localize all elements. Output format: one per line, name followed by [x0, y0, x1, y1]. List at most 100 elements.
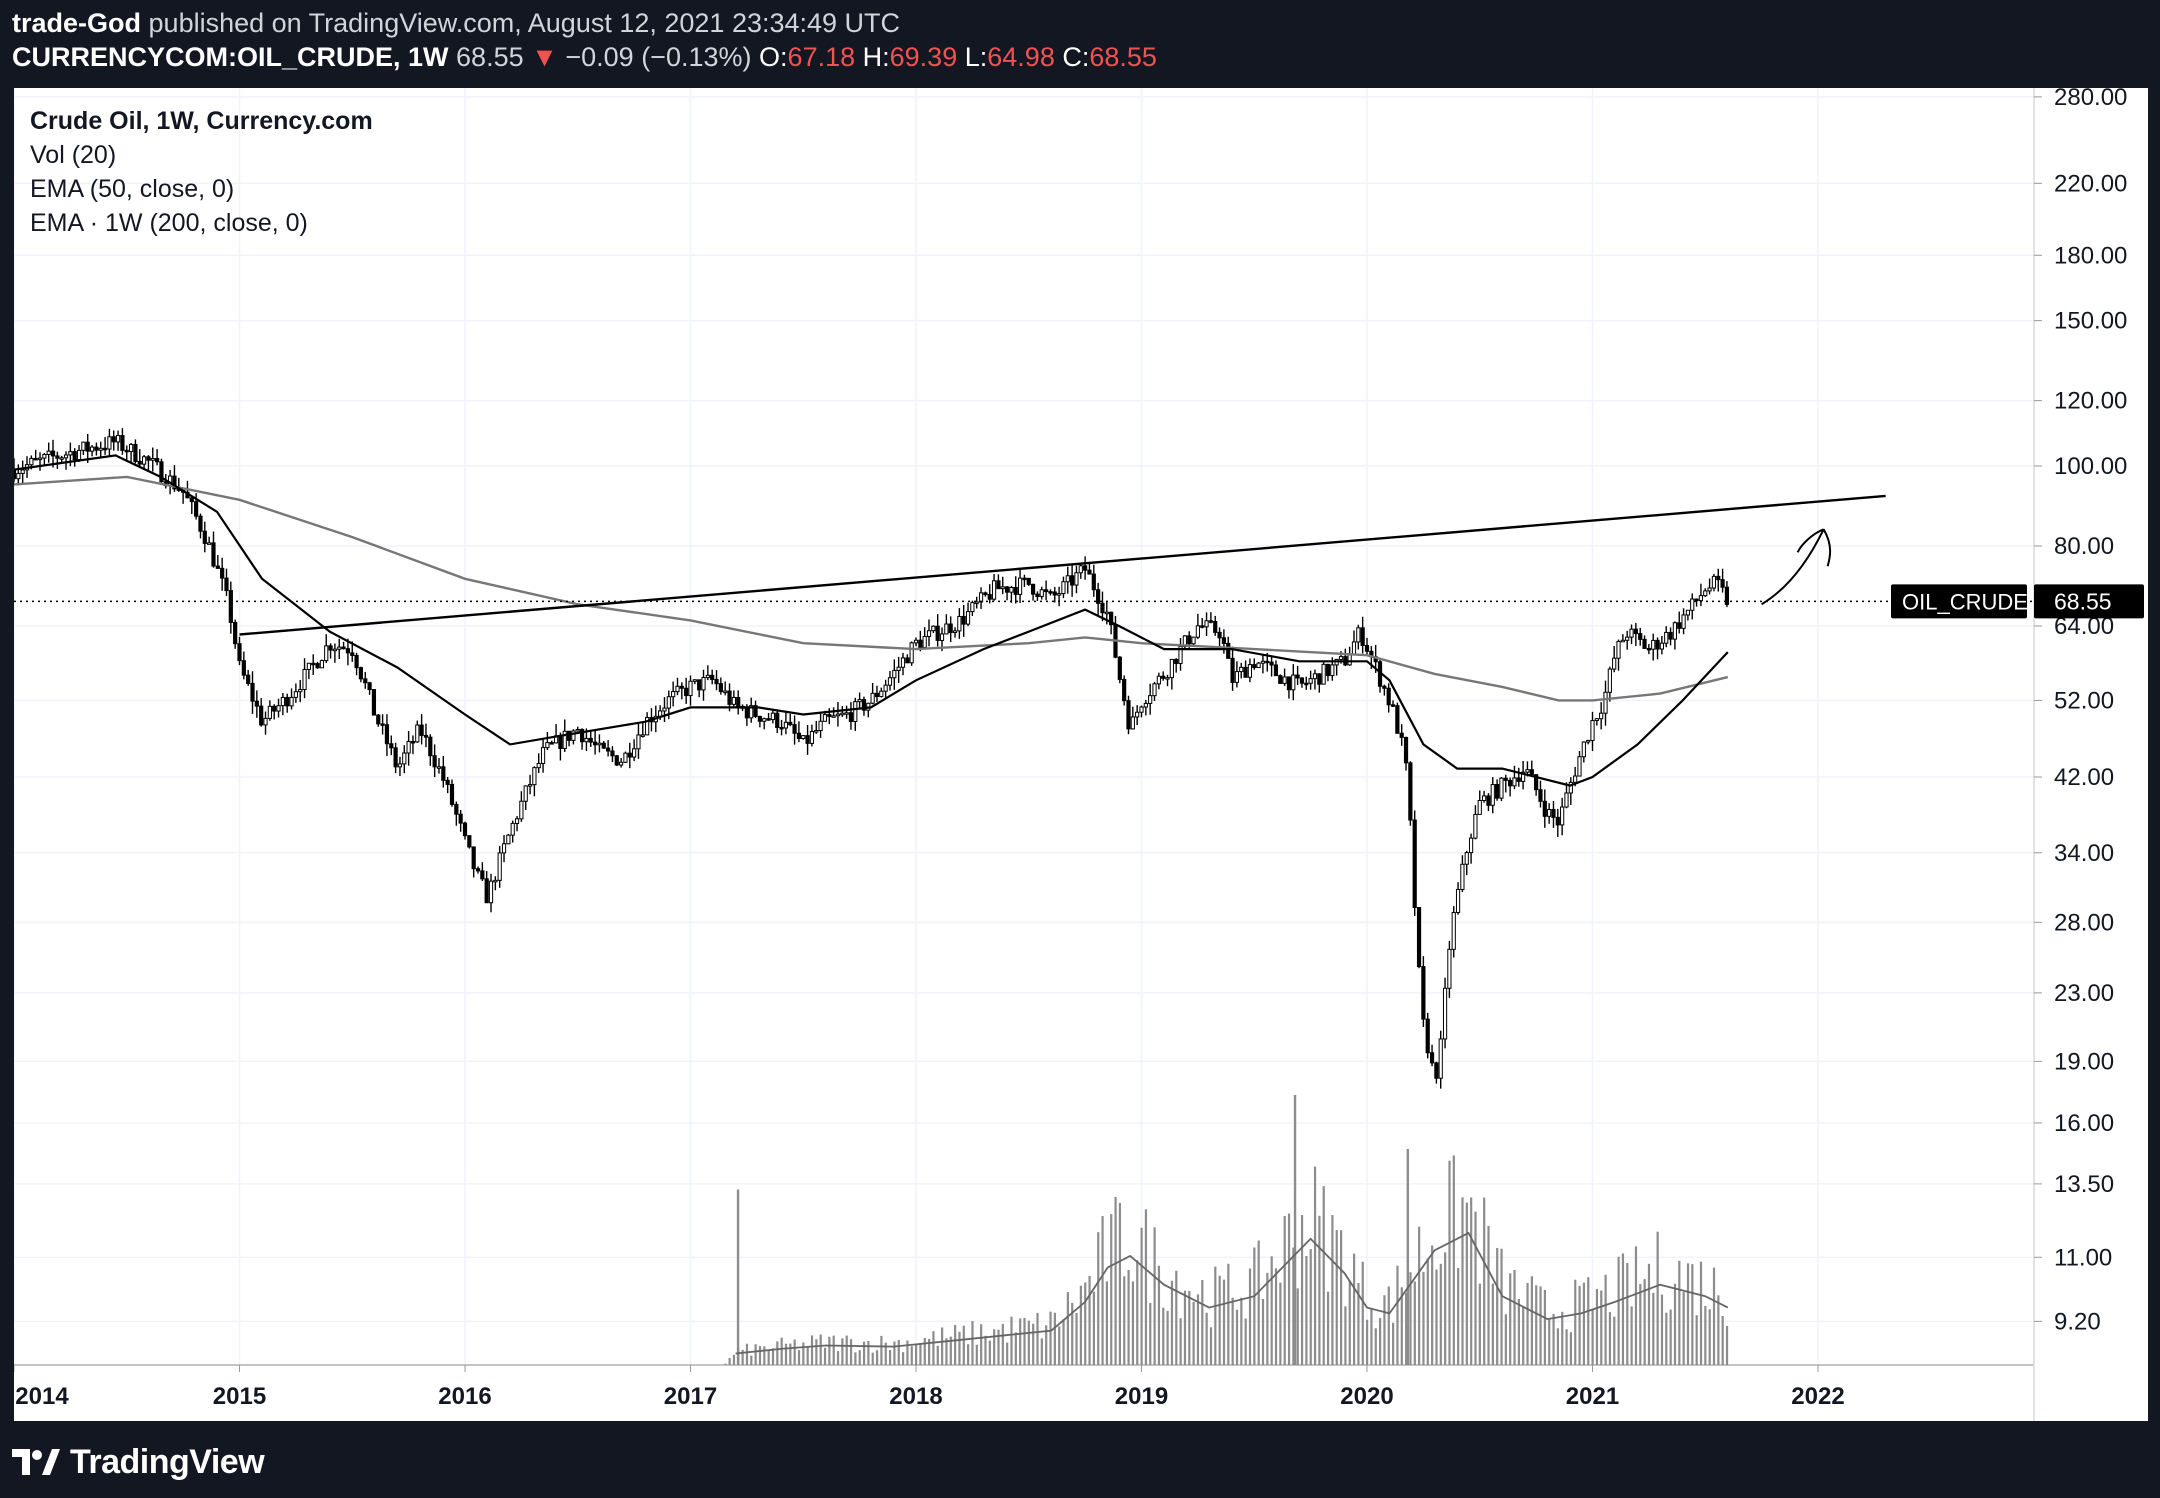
candle-body	[1481, 795, 1487, 802]
candle-body	[948, 623, 953, 634]
volume-bar	[810, 1335, 814, 1365]
candle-body	[801, 735, 806, 739]
volume-bar	[1010, 1316, 1013, 1365]
candle-body	[939, 633, 945, 641]
publish-info: trade-God published on TradingView.com, …	[12, 8, 900, 39]
candle-body	[89, 446, 95, 452]
candle-body	[506, 834, 511, 845]
price-chart[interactable]: 280.00 220.00 180.00 150.00 120.00 100.00 80.0…	[11, 84, 2148, 1421]
volume-bar	[1656, 1231, 1659, 1365]
legend-ema200[interactable]: EMA · 1W (200, close, 0)	[30, 209, 308, 237]
volume-bar	[1097, 1232, 1100, 1365]
candle-body	[1291, 674, 1296, 691]
volume-bar	[1339, 1230, 1343, 1365]
volume-bar	[1266, 1272, 1269, 1365]
volume-bar	[932, 1331, 935, 1365]
candle-body	[1135, 711, 1140, 718]
candle-body	[1265, 660, 1270, 664]
candle-body	[645, 717, 650, 736]
candle-body	[1243, 666, 1248, 678]
volume-bar	[1036, 1312, 1039, 1365]
symbol-name[interactable]: CURRENCYCOM:OIL_CRUDE, 1W	[12, 42, 449, 72]
candle-body	[1338, 656, 1344, 660]
candle-body	[783, 721, 789, 729]
time-tick-label: 2015	[213, 1383, 266, 1410]
candle-body	[1633, 628, 1638, 635]
volume-bar	[1721, 1315, 1724, 1365]
candle-body	[1152, 683, 1157, 697]
volume-bar	[789, 1343, 792, 1365]
volume-bar	[1110, 1214, 1113, 1365]
volume-bar	[1513, 1269, 1516, 1365]
volume-bar	[1461, 1197, 1464, 1365]
volume-bar	[871, 1352, 874, 1365]
volume-bar	[1240, 1297, 1243, 1365]
candle-body	[250, 682, 255, 702]
candle-body	[857, 699, 862, 703]
volume-bar	[1209, 1327, 1213, 1365]
candle-body	[1269, 661, 1274, 666]
candle-body	[1460, 863, 1465, 890]
candle-body	[1720, 579, 1725, 588]
candle-body	[710, 674, 715, 680]
volume-bar	[888, 1350, 892, 1365]
candle-body	[1213, 620, 1218, 633]
candle-body	[1178, 645, 1183, 664]
volume-bar	[1053, 1312, 1056, 1365]
low-value: 64.98	[987, 42, 1055, 72]
candle-body	[1039, 589, 1044, 597]
legend-ema50[interactable]: EMA (50, close, 0)	[30, 175, 235, 203]
candle-body	[1529, 769, 1534, 776]
candle-body	[1464, 852, 1469, 865]
candle-body	[133, 443, 138, 462]
price-tick-label: 34.00	[2054, 840, 2114, 867]
volume-bar	[1431, 1245, 1434, 1365]
chart-panel[interactable]: 280.00 220.00 180.00 150.00 120.00 100.00 80.0…	[11, 84, 2148, 1421]
volume-bar	[1400, 1287, 1403, 1365]
candle-body	[224, 577, 229, 592]
volume-bar	[1587, 1277, 1590, 1365]
candle-body	[1455, 888, 1461, 913]
candle-body	[1590, 720, 1595, 741]
volume-bar	[797, 1350, 801, 1365]
candle-body	[1330, 664, 1335, 677]
candle-body	[341, 646, 346, 650]
candle-body	[1547, 808, 1552, 817]
candle-body	[1070, 575, 1075, 586]
time-tick-label: 2022	[1791, 1383, 1844, 1410]
volume-bar	[1500, 1248, 1503, 1365]
candle-body	[1685, 609, 1691, 616]
volume-bar	[1105, 1281, 1109, 1365]
volume-bar	[1136, 1260, 1139, 1365]
tradingview-logo[interactable]: TradingView	[12, 1442, 265, 1482]
candle-body	[1421, 966, 1426, 1020]
candle-body	[1508, 779, 1513, 787]
candle-body	[1564, 792, 1569, 808]
candle-body	[1638, 633, 1643, 640]
volume-bar	[1639, 1284, 1642, 1365]
candle-body	[298, 689, 303, 693]
legend-vol[interactable]: Vol (20)	[30, 141, 117, 169]
time-axis: 2014 2015 2016 2017 2018 2019 2020 2021 2022	[13, 1365, 1845, 1410]
volume-bar	[1318, 1215, 1321, 1365]
volume-bar	[1222, 1279, 1226, 1365]
candle-body	[558, 735, 563, 749]
candle-body	[1642, 638, 1647, 649]
candle-body	[1468, 837, 1474, 854]
candle-body	[835, 713, 841, 717]
volume-bar	[1634, 1246, 1638, 1365]
candle-body	[1698, 595, 1704, 602]
legend-title[interactable]: Crude Oil, 1W, Currency.com	[30, 107, 373, 135]
volume-bar	[1188, 1290, 1191, 1365]
candle-body	[549, 742, 554, 745]
candle-body	[532, 767, 537, 786]
candle-body	[1035, 593, 1040, 597]
volume-bar	[1374, 1328, 1377, 1365]
candle-body	[705, 674, 710, 679]
volume-bar	[823, 1347, 827, 1365]
candle-body	[1156, 675, 1161, 685]
author-name[interactable]: trade-God	[12, 8, 142, 38]
candle-body	[1646, 647, 1651, 651]
volume-bar	[1383, 1295, 1386, 1365]
candle-body	[1534, 774, 1539, 791]
